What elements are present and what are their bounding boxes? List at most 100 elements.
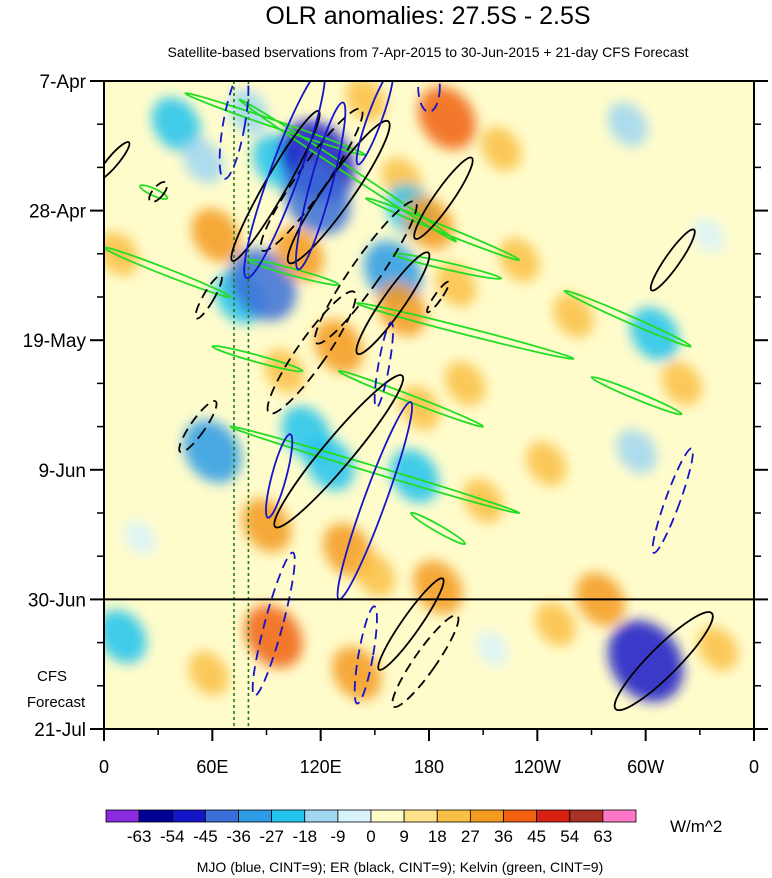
colorbar-swatch — [469, 809, 504, 823]
axes: 0 60E 120E 180 120W 60W 0 7-Apr 28-Apr 19-May 9-Ju… — [23, 72, 768, 777]
colorbar-label: 63 — [593, 827, 612, 846]
x-tick-label: 120E — [300, 757, 342, 777]
kelvin-contour — [563, 289, 692, 348]
er-contour — [426, 280, 450, 314]
er-contour — [649, 228, 696, 292]
mjo-contour — [265, 433, 294, 519]
er-contour — [313, 200, 418, 345]
kelvin-contour — [364, 197, 521, 262]
colorbar-label: -9 — [330, 827, 345, 846]
anomaly-blob — [183, 419, 242, 483]
anomaly-blob — [476, 631, 509, 667]
kelvin-contour — [247, 258, 340, 287]
kelvin-contour — [104, 246, 232, 299]
anomaly-blob — [332, 646, 382, 701]
er-contour — [355, 251, 431, 356]
anomaly-blob — [526, 441, 567, 486]
anomaly-blob — [104, 609, 147, 664]
forecast-label-line2: Forecast — [27, 694, 86, 711]
er-contour — [391, 614, 460, 708]
anomaly-blob — [607, 102, 648, 147]
colorbar-unit: W/m^2 — [670, 817, 722, 836]
anomaly-blob — [305, 436, 355, 491]
anomaly-blob — [191, 208, 241, 263]
anomaly-blob — [444, 361, 486, 406]
anomaly-blob — [104, 231, 139, 276]
colorbar-swatch — [503, 809, 538, 823]
reference-longitude-lines — [233, 81, 250, 729]
forecast-label-line1: CFS — [37, 668, 67, 685]
mjo-contours — [218, 81, 694, 705]
colorbar-swatch — [403, 809, 438, 823]
colorbar-label: 27 — [461, 827, 480, 846]
y-tick-label: 9-Jun — [38, 461, 86, 482]
er-contour — [148, 181, 169, 204]
x-tick-label: 0 — [99, 757, 109, 777]
colorbar-label: -18 — [292, 827, 317, 846]
er-contour — [613, 611, 714, 712]
mjo-contour — [218, 81, 250, 180]
colorbar-swatch — [304, 809, 339, 823]
colorbar-swatch — [436, 809, 471, 823]
mjo-contour — [373, 321, 394, 409]
anomaly-blob — [481, 126, 522, 172]
colorbar-label: -54 — [160, 827, 185, 846]
mjo-contour — [417, 81, 441, 113]
kelvin-contour — [391, 252, 503, 280]
anomaly-blob — [535, 601, 576, 647]
er-contour — [178, 400, 218, 454]
mjo-contour — [251, 551, 296, 697]
er-contour — [286, 119, 391, 265]
colorbar-swatch — [370, 809, 405, 823]
x-tick-label: 120W — [514, 757, 561, 777]
kelvin-contour — [590, 376, 683, 416]
colorbar-swatch — [105, 809, 140, 823]
anomaly-blob — [354, 552, 396, 597]
colorbar-swatch — [569, 809, 604, 823]
colorbar-swatch — [204, 809, 239, 823]
kelvin-contour — [355, 302, 575, 360]
kelvin-contour — [211, 345, 304, 373]
er-contour — [266, 290, 357, 415]
er-contour — [413, 156, 474, 240]
colorbar-label: -45 — [193, 827, 218, 846]
er-contour — [104, 141, 131, 182]
er-contour — [377, 577, 445, 671]
colorbar-swatch — [536, 809, 571, 823]
kelvin-contour — [409, 511, 467, 546]
kelvin-contour — [238, 98, 458, 243]
anomaly-blob — [244, 604, 303, 668]
colorbar-label: 54 — [560, 827, 579, 846]
er-contour — [194, 274, 223, 320]
anomaly-blob — [345, 81, 386, 122]
anomaly-blob — [229, 248, 297, 321]
anomaly-blob — [183, 139, 224, 184]
colorbar-label: 0 — [366, 827, 375, 846]
x-tick-label: 180 — [414, 757, 444, 777]
colorbar-swatch — [337, 809, 372, 823]
anomaly-blob — [124, 520, 156, 556]
anomaly-blob — [413, 560, 463, 614]
chart-subtitle: Satellite-based bservations from 7-Apr-2… — [168, 44, 689, 60]
colorbar-label: 18 — [428, 827, 447, 846]
mjo-contour — [295, 101, 347, 271]
colorbar-swatch — [171, 809, 206, 823]
colorbar-label: 36 — [494, 827, 513, 846]
anomaly-blob — [314, 319, 364, 374]
chart-title: OLR anomalies: 27.5S - 2.5S — [265, 2, 590, 30]
anomaly-blob — [553, 293, 594, 338]
mjo-contour — [651, 447, 694, 554]
colorbar-label: -63 — [127, 827, 152, 846]
chart-footer: MJO (blue, CINT=9); ER (black, CINT=9); … — [197, 859, 604, 875]
colorbar-label: -27 — [259, 827, 284, 846]
anomaly-blob — [661, 361, 702, 406]
mjo-contour — [355, 81, 394, 166]
y-tick-label: 28-Apr — [29, 202, 87, 223]
anomaly-blob — [418, 86, 476, 150]
colorbar-swatch — [138, 809, 173, 823]
x-tick-label: 60E — [196, 757, 228, 777]
anomaly-blob — [151, 97, 201, 152]
colorbar-swatch — [271, 809, 306, 823]
er-contour — [273, 374, 405, 529]
